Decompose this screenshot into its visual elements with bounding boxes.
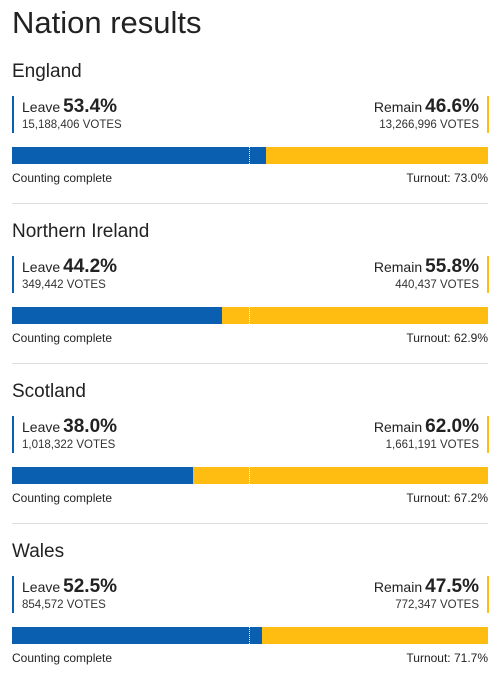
remain-percent: 46.6% [425,96,479,117]
turnout: Turnout: 73.0% [406,171,488,185]
result-bar [12,627,488,644]
leave-percent: 53.4% [63,96,118,117]
remain-result: Remain 55.8% 440,437 VOTES [374,256,489,293]
leave-bar-fill [12,147,267,164]
page-title: Nation results [12,5,202,40]
nation-northern-ireland: Northern Ireland Leave 44.2% 349,442 VOTE… [0,220,504,380]
leave-label: Leave [22,259,61,275]
remain-label: Remain [373,579,423,595]
leave-percent: 38.0% [63,416,118,437]
leave-votes: 15,188,406 VOTES [22,119,122,131]
result-bar [12,467,488,484]
leave-bar-fill [12,307,223,324]
leave-votes: 349,442 VOTES [22,279,106,291]
leave-label: Leave [22,99,61,115]
turnout: Turnout: 62.9% [406,331,488,345]
counting-status: Counting complete [12,331,113,345]
turnout: Turnout: 71.7% [406,651,488,665]
remain-percent: 47.5% [425,576,479,597]
midpoint-marker [249,627,250,644]
leave-votes: 854,572 VOTES [22,599,106,611]
remain-percent: 62.0% [425,416,479,437]
midpoint-marker [249,307,250,324]
leave-result: Leave 44.2% 349,442 VOTES [12,256,117,293]
section-divider [12,363,488,364]
nation-name: Scotland [12,381,86,402]
remain-votes: 1,661,191 VOTES [385,439,479,451]
leave-label: Leave [22,579,61,595]
midpoint-marker [249,467,250,484]
leave-percent: 44.2% [63,256,118,277]
leave-percent: 52.5% [63,576,118,597]
result-bar [12,147,488,164]
remain-label: Remain [373,259,423,275]
remain-result: Remain 46.6% 13,266,996 VOTES [374,96,489,133]
remain-result: Remain 47.5% 772,347 VOTES [374,576,489,613]
turnout: Turnout: 67.2% [406,491,488,505]
remain-votes: 440,437 VOTES [395,279,479,291]
remain-result: Remain 62.0% 1,661,191 VOTES [374,416,489,453]
leave-result: Leave 52.5% 854,572 VOTES [12,576,117,613]
leave-votes: 1,018,322 VOTES [22,439,116,451]
result-bar [12,307,488,324]
nation-name: England [12,61,82,82]
counting-status: Counting complete [12,171,113,185]
nation-wales: Wales Leave 52.5% 854,572 VOTES Remain 47.… [0,540,504,700]
leave-bar-fill [12,467,193,484]
remain-label: Remain [373,419,423,435]
remain-label: Remain [373,99,423,115]
leave-label: Leave [22,419,61,435]
nation-england: England Leave 53.4% 15,188,406 VOTES Rema… [0,60,504,220]
nation-scotland: Scotland Leave 38.0% 1,018,322 VOTES Rema… [0,380,504,540]
section-divider [12,203,488,204]
leave-bar-fill [12,627,262,644]
counting-status: Counting complete [12,491,113,505]
nation-name: Wales [12,541,65,562]
midpoint-marker [249,147,250,164]
counting-status: Counting complete [12,651,113,665]
leave-result: Leave 53.4% 15,188,406 VOTES [12,96,122,133]
leave-result: Leave 38.0% 1,018,322 VOTES [12,416,117,453]
remain-percent: 55.8% [425,256,479,277]
nation-name: Northern Ireland [12,221,150,242]
section-divider [12,523,488,524]
remain-votes: 772,347 VOTES [395,599,479,611]
remain-votes: 13,266,996 VOTES [379,119,479,131]
